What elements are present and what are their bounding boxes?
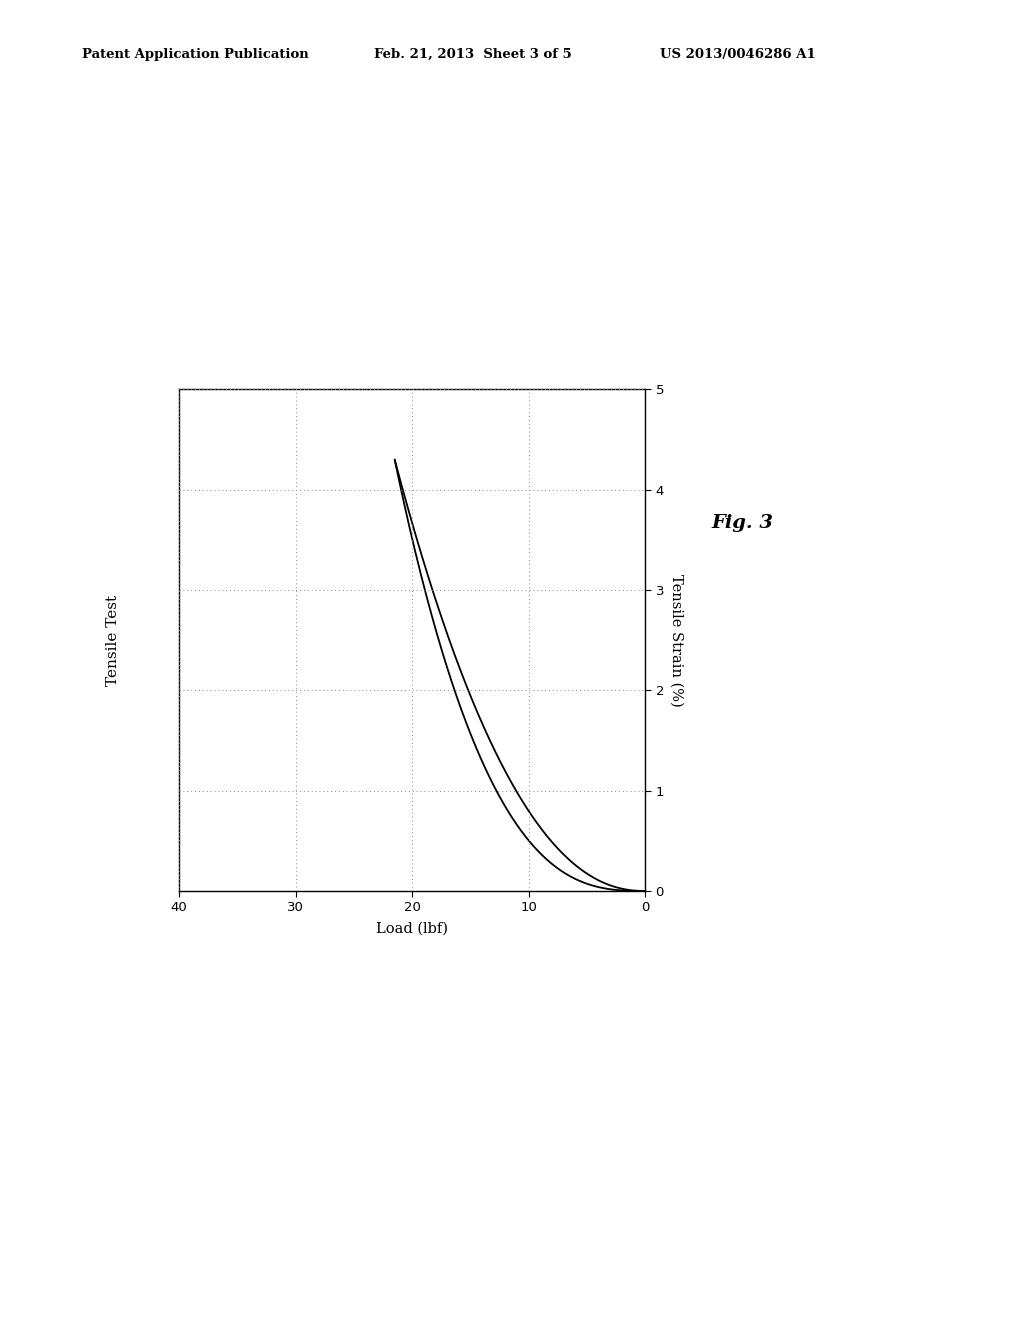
Text: Feb. 21, 2013  Sheet 3 of 5: Feb. 21, 2013 Sheet 3 of 5: [374, 48, 571, 61]
Y-axis label: Tensile Strain (%): Tensile Strain (%): [670, 574, 683, 706]
X-axis label: Load (lbf): Load (lbf): [376, 921, 449, 936]
Text: Patent Application Publication: Patent Application Publication: [82, 48, 308, 61]
Text: Fig. 3: Fig. 3: [712, 513, 774, 532]
Text: Tensile Test: Tensile Test: [105, 594, 120, 686]
Text: US 2013/0046286 A1: US 2013/0046286 A1: [660, 48, 816, 61]
